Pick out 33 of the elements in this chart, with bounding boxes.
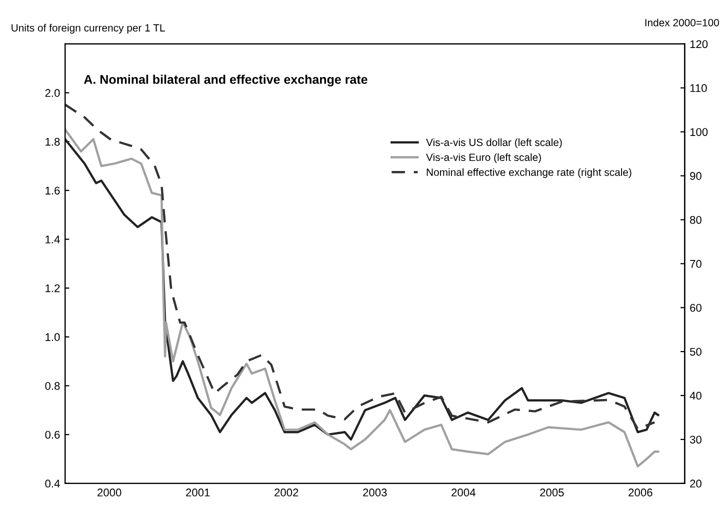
y-tick-label: 1.2 (46, 284, 60, 292)
legend-label: Vis-a-vis Euro (left scale) (426, 153, 541, 164)
y-tick-label: 1.8 (46, 138, 60, 146)
y-tick-label: 0.8 (45, 382, 60, 390)
y-tick-label: 1.4 (46, 236, 60, 244)
x-tick-label: 2001 (186, 488, 210, 496)
y-tick-label: 2.0 (45, 89, 60, 97)
x-tick-label: 2005 (540, 488, 564, 496)
y-tick-label: 0.4 (45, 480, 60, 488)
y-tick-label: 0.6 (45, 430, 60, 439)
y2-tick-label: 70 (690, 260, 702, 268)
y2-tick-label: 50 (690, 348, 702, 356)
y2-tick-label: 30 (690, 436, 702, 444)
y-axis-title: Units of foreign currency per 1 TL (12, 24, 165, 34)
y2-tick-label: 40 (690, 392, 702, 400)
y2-tick-label: 80 (690, 216, 702, 224)
y2-tick-label: 60 (690, 304, 702, 312)
y2-tick-label: 110 (690, 84, 707, 92)
x-tick-label: 2004 (452, 488, 476, 496)
y2-tick-label: 100 (690, 128, 708, 136)
x-tick-label: 2000 (98, 488, 122, 496)
legend-label: Vis-a-vis US dollar (left scale) (426, 138, 562, 148)
y2-tick-label: 90 (690, 172, 702, 180)
text: A. Nominal bilateral and effective exchange rate (84, 74, 368, 86)
x-tick-label: 2002 (274, 488, 298, 496)
y2-tick-label: 120 (690, 40, 708, 48)
y-tick-label: 1.6 (46, 186, 60, 195)
x-tick-label: 2003 (363, 488, 387, 496)
y-tick-label: 1.0 (46, 333, 60, 342)
y2-axis-title: Index 2000=100 (645, 18, 719, 26)
x-tick-label: 2006 (628, 488, 652, 496)
legend-label: Nominal effective exchange rate (right scale) (426, 168, 632, 178)
y2-tick-label: 20 (690, 480, 702, 488)
